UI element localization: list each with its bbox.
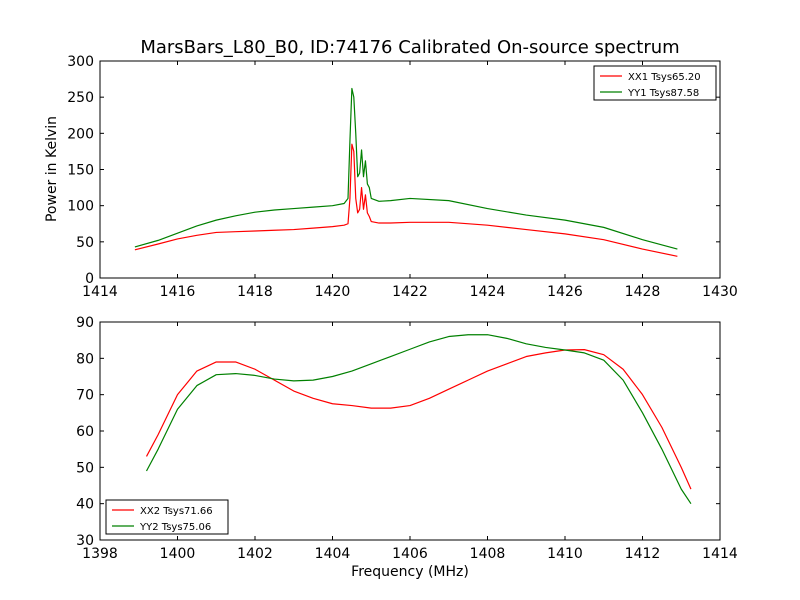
- series-line-yy: [145, 334, 692, 505]
- legend: XX1 Tsys65.20 YY1 Tsys87.58: [593, 65, 717, 101]
- x-axis-label: Frequency (MHz): [351, 564, 469, 580]
- y-tick-label: 90: [76, 315, 94, 331]
- legend-box: [593, 65, 717, 101]
- series-line-yy: [134, 87, 678, 250]
- x-tick-label: 1398: [82, 546, 118, 562]
- legend-label: XX2 Tsys71.66: [140, 506, 213, 517]
- x-tick-label: 1414: [702, 546, 738, 562]
- y-tick-label: 30: [76, 533, 94, 549]
- series-group: [134, 87, 678, 257]
- x-tick-label: 1404: [315, 546, 351, 562]
- legend-label: YY2 Tsys75.06: [139, 522, 211, 533]
- legend: XX2 Tsys71.66 YY2 Tsys75.06: [105, 499, 229, 535]
- x-tick-label: 1422: [392, 284, 428, 300]
- x-tick-label: 1410: [547, 546, 583, 562]
- x-tick-label: 1406: [392, 546, 428, 562]
- y-tick-label: 40: [76, 497, 94, 513]
- y-tick-label: 100: [67, 199, 94, 215]
- legend-box: [105, 499, 229, 535]
- x-tick-label: 1424: [470, 284, 506, 300]
- x-tick-label: 1414: [82, 284, 118, 300]
- x-tick-label: 1408: [470, 546, 506, 562]
- x-tick-label: 1400: [160, 546, 196, 562]
- y-tick-label: 0: [85, 271, 94, 287]
- bottom-plot: 1398 1400 1402 1404 1406 1408 1410 1412 1414 30 40…: [76, 315, 738, 562]
- y-tick-label: 50: [76, 235, 94, 251]
- y-tick-label: 300: [67, 54, 94, 70]
- x-tick-label: 1430: [702, 284, 738, 300]
- y-tick-label: 50: [76, 460, 94, 476]
- x-tick-label: 1402: [237, 546, 273, 562]
- y-tick-label: 70: [76, 388, 94, 404]
- figure-title: MarsBars_L80_B0, ID:74176 Calibrated On-…: [140, 37, 679, 58]
- series-group: [145, 334, 692, 505]
- x-tick-label: 1428: [625, 284, 661, 300]
- x-tick-label: 1418: [237, 284, 273, 300]
- y-tick-label: 80: [76, 351, 94, 367]
- y-tick-label: 60: [76, 424, 94, 440]
- y-tick-label: 200: [67, 126, 94, 142]
- y-tick-label: 250: [67, 90, 94, 106]
- y-axis-label: Power in Kelvin: [44, 116, 60, 222]
- x-tick-label: 1412: [625, 546, 661, 562]
- x-tick-label: 1420: [315, 284, 351, 300]
- y-tick-label: 150: [67, 163, 94, 179]
- legend-label: YY1 Tsys87.58: [627, 88, 699, 99]
- top-plot: 1414 1416 1418 1420 1422 1424 1426 1428 1430 0 50 1…: [67, 54, 738, 300]
- legend-label: XX1 Tsys65.20: [628, 72, 701, 83]
- x-tick-label: 1426: [547, 284, 583, 300]
- x-tick-label: 1416: [160, 284, 196, 300]
- series-line-xx: [145, 349, 692, 490]
- series-line-xx: [134, 143, 678, 257]
